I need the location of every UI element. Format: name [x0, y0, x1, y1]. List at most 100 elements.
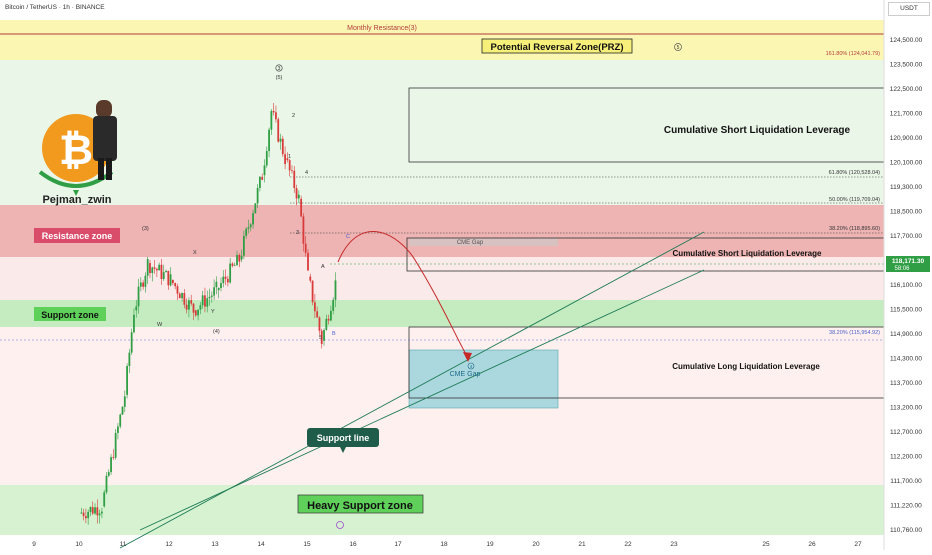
- candle-body: [217, 288, 220, 291]
- wave-3: 3: [296, 230, 299, 236]
- candle-body: [144, 275, 147, 287]
- monthly-resistance-label: Monthly Resistance(3): [347, 25, 417, 32]
- time-tick-label: 19: [486, 541, 494, 548]
- avatar-leg-left: [98, 158, 104, 180]
- candle-body: [261, 176, 264, 180]
- bitcoin-symbol: ₿: [59, 126, 93, 173]
- candle-body: [325, 318, 328, 331]
- candle-body: [176, 286, 179, 294]
- candle-body: [87, 511, 90, 519]
- candle-body: [295, 188, 298, 199]
- heavy-support-label: Heavy Support zone: [307, 500, 413, 512]
- candle-body: [91, 507, 94, 514]
- candle-body: [130, 332, 133, 353]
- countdown-text: 58:06: [894, 266, 910, 272]
- wave-y: Y: [211, 309, 215, 315]
- candle-body: [192, 303, 195, 313]
- candle-body: [224, 276, 227, 279]
- candle-body: [123, 396, 126, 407]
- fib-label-38-low: 38.20% (115,954.92): [829, 330, 880, 336]
- candle-body: [284, 154, 286, 165]
- upper-green-band: [0, 60, 884, 205]
- candle-body: [254, 203, 257, 214]
- logo-pin: [73, 190, 79, 196]
- support-label-box: [34, 307, 106, 321]
- chart-title: Bitcoin / TetherUS · 1h · BINANCE: [5, 4, 105, 11]
- candle-body: [112, 457, 115, 458]
- heavy-support-label-box: [297, 494, 424, 514]
- candle-body: [220, 283, 222, 289]
- candle-body: [311, 280, 314, 303]
- author-logo: ₿ Pejman_zwin: [38, 100, 117, 206]
- resistance-band: [0, 205, 884, 257]
- wave-top3-marker: [275, 64, 283, 72]
- time-tick-label: 22: [624, 541, 632, 548]
- candle-body: [247, 227, 250, 229]
- candle-body: [208, 296, 211, 299]
- candle-body: [275, 112, 277, 120]
- candle-body: [114, 432, 117, 458]
- logo-smile-curve: [38, 170, 114, 188]
- candle-body: [185, 304, 188, 310]
- price-tick-label: 123,500.00: [890, 62, 923, 69]
- candle-body: [300, 198, 303, 217]
- candle-body: [201, 295, 204, 306]
- candle-body: [252, 213, 254, 225]
- short-liquidation-label-top: Cumulative Short Liquidation Leverage: [664, 125, 851, 136]
- candle-body: [272, 110, 275, 113]
- candle-body: [98, 513, 101, 516]
- circle5-marker: [674, 43, 682, 51]
- event-marker-icon[interactable]: [336, 521, 344, 529]
- wave-4: 4: [305, 170, 308, 176]
- candle-body: [121, 406, 124, 415]
- candle-body: [270, 111, 273, 130]
- candle-body: [238, 254, 241, 262]
- circle5-text: 5: [677, 45, 680, 51]
- support-label: Support zone: [41, 310, 99, 320]
- candle-body: [297, 194, 300, 199]
- price-tick-label: 120,900.00: [890, 135, 923, 142]
- candle-body: [162, 272, 165, 280]
- candle-body: [160, 264, 163, 280]
- candle-body: [204, 295, 206, 307]
- price-tick-label: 111,700.00: [890, 478, 922, 485]
- candle-body: [103, 492, 106, 507]
- mid-pink-band: [0, 257, 884, 300]
- wave-top3: 3: [278, 66, 281, 72]
- time-tick-label: 23: [670, 541, 678, 548]
- candle-body: [245, 228, 248, 236]
- price-tick-label: 111,220.00: [890, 503, 922, 510]
- price-tick-label: 110,760.00: [890, 527, 922, 534]
- time-tick-label: 13: [211, 541, 219, 548]
- price-tick-label: 120,100.00: [890, 160, 923, 167]
- candle-body: [288, 160, 291, 171]
- candle-body: [302, 216, 305, 244]
- time-tick-label: 27: [854, 541, 862, 548]
- candle-body: [281, 138, 284, 155]
- candle-body: [158, 264, 161, 271]
- candle-body: [242, 235, 245, 256]
- prz-label-box: [481, 38, 633, 54]
- candle-body: [279, 138, 282, 142]
- candle-body: [233, 265, 236, 267]
- support-trendline-upper: [119, 231, 705, 549]
- candle-body: [332, 299, 335, 311]
- candles-group: [80, 102, 337, 525]
- support-line-label-pointer: [340, 447, 346, 453]
- price-axis[interactable]: 124,500.00 123,500.00 122,500.00 121,700.00…: [890, 37, 923, 534]
- long-liquidation-label: Cumulative Long Liquidation Leverage: [672, 362, 820, 371]
- candle-body: [174, 283, 177, 287]
- candle-body: [197, 309, 199, 316]
- candle-body: [231, 263, 234, 266]
- time-tick-label: 14: [257, 541, 265, 548]
- time-axis[interactable]: 9 10 11 12 13 14 15 16 17 18 19 20 21 22 23 25 26 27: [32, 541, 862, 548]
- wave-top5: (5): [276, 75, 283, 81]
- cme-gap-label: CME Gap: [450, 371, 481, 378]
- currency-selector[interactable]: USDT: [888, 2, 930, 16]
- avatar-leg-right: [106, 158, 112, 180]
- candle-body: [240, 255, 243, 260]
- wave-5: 5: [319, 335, 322, 341]
- candle-body: [142, 282, 145, 287]
